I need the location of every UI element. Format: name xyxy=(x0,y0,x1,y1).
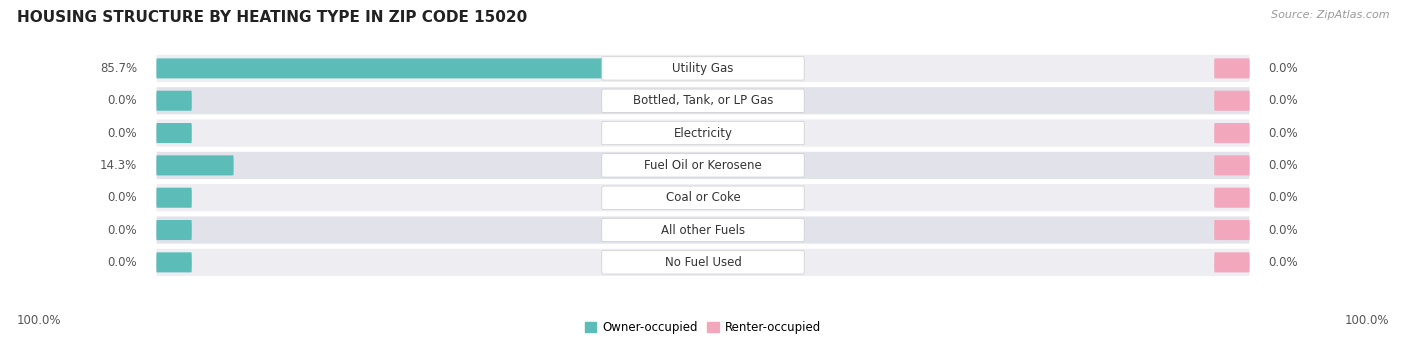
Text: Bottled, Tank, or LP Gas: Bottled, Tank, or LP Gas xyxy=(633,94,773,107)
FancyBboxPatch shape xyxy=(156,220,191,240)
FancyBboxPatch shape xyxy=(1215,155,1250,175)
Text: 0.0%: 0.0% xyxy=(1268,62,1298,75)
Text: Fuel Oil or Kerosene: Fuel Oil or Kerosene xyxy=(644,159,762,172)
Text: No Fuel Used: No Fuel Used xyxy=(665,256,741,269)
FancyBboxPatch shape xyxy=(156,217,1250,243)
Text: Source: ZipAtlas.com: Source: ZipAtlas.com xyxy=(1271,10,1389,20)
Text: 0.0%: 0.0% xyxy=(1268,127,1298,139)
Text: HOUSING STRUCTURE BY HEATING TYPE IN ZIP CODE 15020: HOUSING STRUCTURE BY HEATING TYPE IN ZIP… xyxy=(17,10,527,25)
FancyBboxPatch shape xyxy=(156,252,191,272)
Text: 0.0%: 0.0% xyxy=(1268,159,1298,172)
Text: 0.0%: 0.0% xyxy=(1268,191,1298,204)
FancyBboxPatch shape xyxy=(156,58,620,78)
FancyBboxPatch shape xyxy=(1215,252,1250,272)
FancyBboxPatch shape xyxy=(602,251,804,274)
FancyBboxPatch shape xyxy=(156,55,1250,82)
FancyBboxPatch shape xyxy=(602,57,804,80)
Text: 0.0%: 0.0% xyxy=(108,256,138,269)
FancyBboxPatch shape xyxy=(1215,58,1250,78)
FancyBboxPatch shape xyxy=(156,249,1250,276)
Text: Electricity: Electricity xyxy=(673,127,733,139)
FancyBboxPatch shape xyxy=(602,218,804,242)
FancyBboxPatch shape xyxy=(602,121,804,145)
FancyBboxPatch shape xyxy=(1215,220,1250,240)
FancyBboxPatch shape xyxy=(156,119,1250,147)
FancyBboxPatch shape xyxy=(156,188,191,208)
FancyBboxPatch shape xyxy=(602,89,804,113)
Text: 0.0%: 0.0% xyxy=(108,127,138,139)
Text: 0.0%: 0.0% xyxy=(108,94,138,107)
FancyBboxPatch shape xyxy=(1215,188,1250,208)
Text: 0.0%: 0.0% xyxy=(1268,256,1298,269)
Text: 100.0%: 100.0% xyxy=(1344,314,1389,327)
Text: 0.0%: 0.0% xyxy=(108,224,138,237)
Text: Utility Gas: Utility Gas xyxy=(672,62,734,75)
FancyBboxPatch shape xyxy=(156,152,1250,179)
Text: Coal or Coke: Coal or Coke xyxy=(665,191,741,204)
FancyBboxPatch shape xyxy=(156,184,1250,211)
FancyBboxPatch shape xyxy=(602,186,804,209)
Text: 0.0%: 0.0% xyxy=(108,191,138,204)
Text: 0.0%: 0.0% xyxy=(1268,224,1298,237)
FancyBboxPatch shape xyxy=(156,91,191,111)
FancyBboxPatch shape xyxy=(1215,123,1250,143)
Text: 85.7%: 85.7% xyxy=(100,62,138,75)
FancyBboxPatch shape xyxy=(1215,91,1250,111)
Legend: Owner-occupied, Renter-occupied: Owner-occupied, Renter-occupied xyxy=(579,316,827,339)
Text: All other Fuels: All other Fuels xyxy=(661,224,745,237)
FancyBboxPatch shape xyxy=(602,154,804,177)
Text: 14.3%: 14.3% xyxy=(100,159,138,172)
Text: 100.0%: 100.0% xyxy=(17,314,62,327)
FancyBboxPatch shape xyxy=(156,87,1250,114)
Text: 0.0%: 0.0% xyxy=(1268,94,1298,107)
FancyBboxPatch shape xyxy=(156,155,233,175)
FancyBboxPatch shape xyxy=(156,123,191,143)
